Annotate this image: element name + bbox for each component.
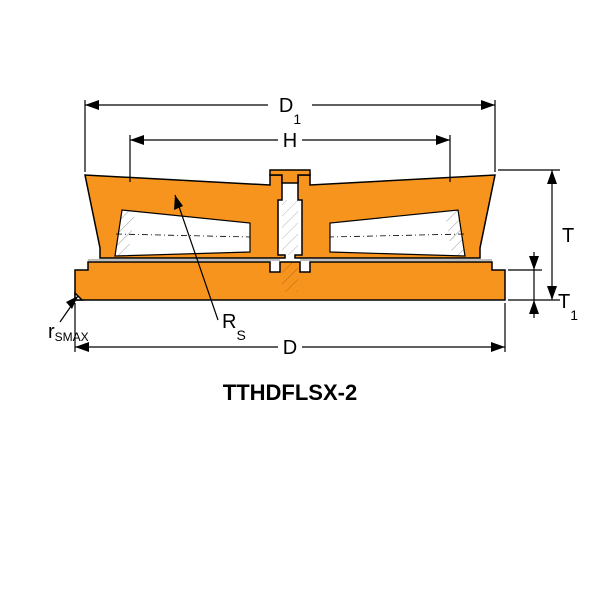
dim-T: T [498, 170, 574, 300]
center-column-hatch [282, 200, 298, 292]
label-T1: T1 [558, 291, 578, 323]
diagram-title: TTHDFLSX-2 [223, 380, 357, 405]
label-Rs: RS [222, 311, 246, 343]
leader-rsmax: rSMAX [48, 296, 89, 344]
label-rsmax: rSMAX [48, 321, 89, 344]
label-T: T [562, 225, 574, 247]
bearing-diagram: D1 H D T T1 RS [0, 0, 600, 600]
dim-D: D [75, 303, 505, 359]
label-H: H [283, 130, 297, 152]
label-D: D [283, 337, 297, 359]
dim-T1: T1 [508, 252, 578, 323]
